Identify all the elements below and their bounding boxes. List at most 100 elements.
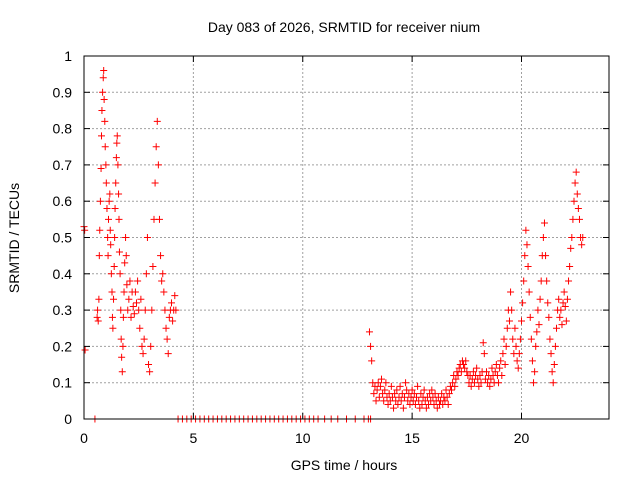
data-point xyxy=(368,357,376,365)
data-point xyxy=(483,368,490,376)
data-point xyxy=(557,306,565,314)
data-point xyxy=(415,397,423,405)
data-point xyxy=(378,375,385,383)
data-point xyxy=(575,215,583,223)
data-point xyxy=(124,306,132,314)
data-point xyxy=(101,143,109,151)
data-point xyxy=(524,263,532,271)
data-point xyxy=(115,248,123,256)
y-tick-label: 0.2 xyxy=(53,338,73,354)
data-point xyxy=(525,288,533,296)
y-tick-label: 0.8 xyxy=(53,121,73,137)
data-point xyxy=(380,397,388,405)
data-point xyxy=(470,379,478,387)
data-point xyxy=(522,226,530,234)
data-point xyxy=(397,397,405,405)
data-point xyxy=(142,270,150,278)
data-point xyxy=(518,317,525,325)
data-point xyxy=(545,313,553,321)
data-point xyxy=(570,197,578,205)
data-point xyxy=(526,313,534,321)
data-point xyxy=(573,190,581,198)
data-point xyxy=(121,259,129,267)
data-point xyxy=(495,379,503,387)
data-point xyxy=(372,397,380,405)
data-point xyxy=(530,379,538,387)
data-point xyxy=(463,368,471,376)
data-point xyxy=(546,335,554,343)
data-point xyxy=(560,288,568,296)
data-point xyxy=(566,263,574,271)
data-point xyxy=(521,252,529,260)
data-point xyxy=(574,204,582,212)
data-point xyxy=(94,317,102,325)
data-point xyxy=(105,215,112,223)
data-point xyxy=(555,295,563,303)
data-point xyxy=(567,244,575,252)
data-point xyxy=(106,226,114,234)
data-point xyxy=(569,215,577,223)
data-point xyxy=(131,288,139,296)
data-point xyxy=(120,288,128,296)
data-point xyxy=(111,204,119,212)
data-point xyxy=(556,313,564,321)
data-point xyxy=(561,302,569,310)
data-point xyxy=(416,404,424,412)
data-point xyxy=(108,288,116,296)
data-point xyxy=(384,400,392,408)
data-point xyxy=(110,263,118,271)
data-point xyxy=(96,197,104,205)
data-point xyxy=(487,375,495,383)
data-point xyxy=(563,295,571,303)
data-point xyxy=(452,375,460,383)
data-point xyxy=(365,328,373,336)
data-point xyxy=(99,74,107,82)
data-point xyxy=(107,270,115,278)
data-point xyxy=(122,252,130,260)
data-point xyxy=(400,393,408,401)
data-point xyxy=(484,379,492,387)
data-point xyxy=(102,179,110,187)
y-tick-label: 1 xyxy=(64,48,72,64)
data-point xyxy=(119,313,127,321)
data-point xyxy=(95,295,103,303)
data-point xyxy=(375,393,383,401)
data-point xyxy=(155,215,163,223)
data-point xyxy=(146,368,154,376)
data-point xyxy=(138,342,146,350)
data-point xyxy=(502,342,510,350)
data-point xyxy=(558,321,566,329)
data-point xyxy=(523,241,531,249)
data-point xyxy=(441,397,449,405)
data-point xyxy=(157,252,165,260)
data-point xyxy=(119,342,127,350)
data-point xyxy=(568,234,576,241)
data-point xyxy=(391,390,399,398)
y-tick-label: 0 xyxy=(64,411,72,427)
data-point xyxy=(501,361,509,369)
data-point xyxy=(565,277,573,285)
data-point xyxy=(562,317,570,325)
data-point xyxy=(115,190,123,198)
data-point xyxy=(467,382,475,390)
data-point xyxy=(136,324,144,332)
data-point xyxy=(572,168,580,176)
data-point xyxy=(382,379,390,387)
x-tick-label: 15 xyxy=(404,430,420,446)
data-point xyxy=(550,361,558,369)
data-point xyxy=(499,350,507,358)
data-point xyxy=(531,368,539,376)
data-point xyxy=(396,382,404,390)
data-point xyxy=(473,364,481,372)
data-point xyxy=(461,364,469,372)
data-point xyxy=(374,379,382,387)
y-tick-label: 0.6 xyxy=(53,193,73,209)
data-point xyxy=(105,197,113,205)
data-point xyxy=(116,270,124,278)
data-point xyxy=(443,393,451,401)
data-point xyxy=(160,288,168,296)
x-tick-label: 0 xyxy=(80,430,88,446)
data-point xyxy=(387,382,395,390)
